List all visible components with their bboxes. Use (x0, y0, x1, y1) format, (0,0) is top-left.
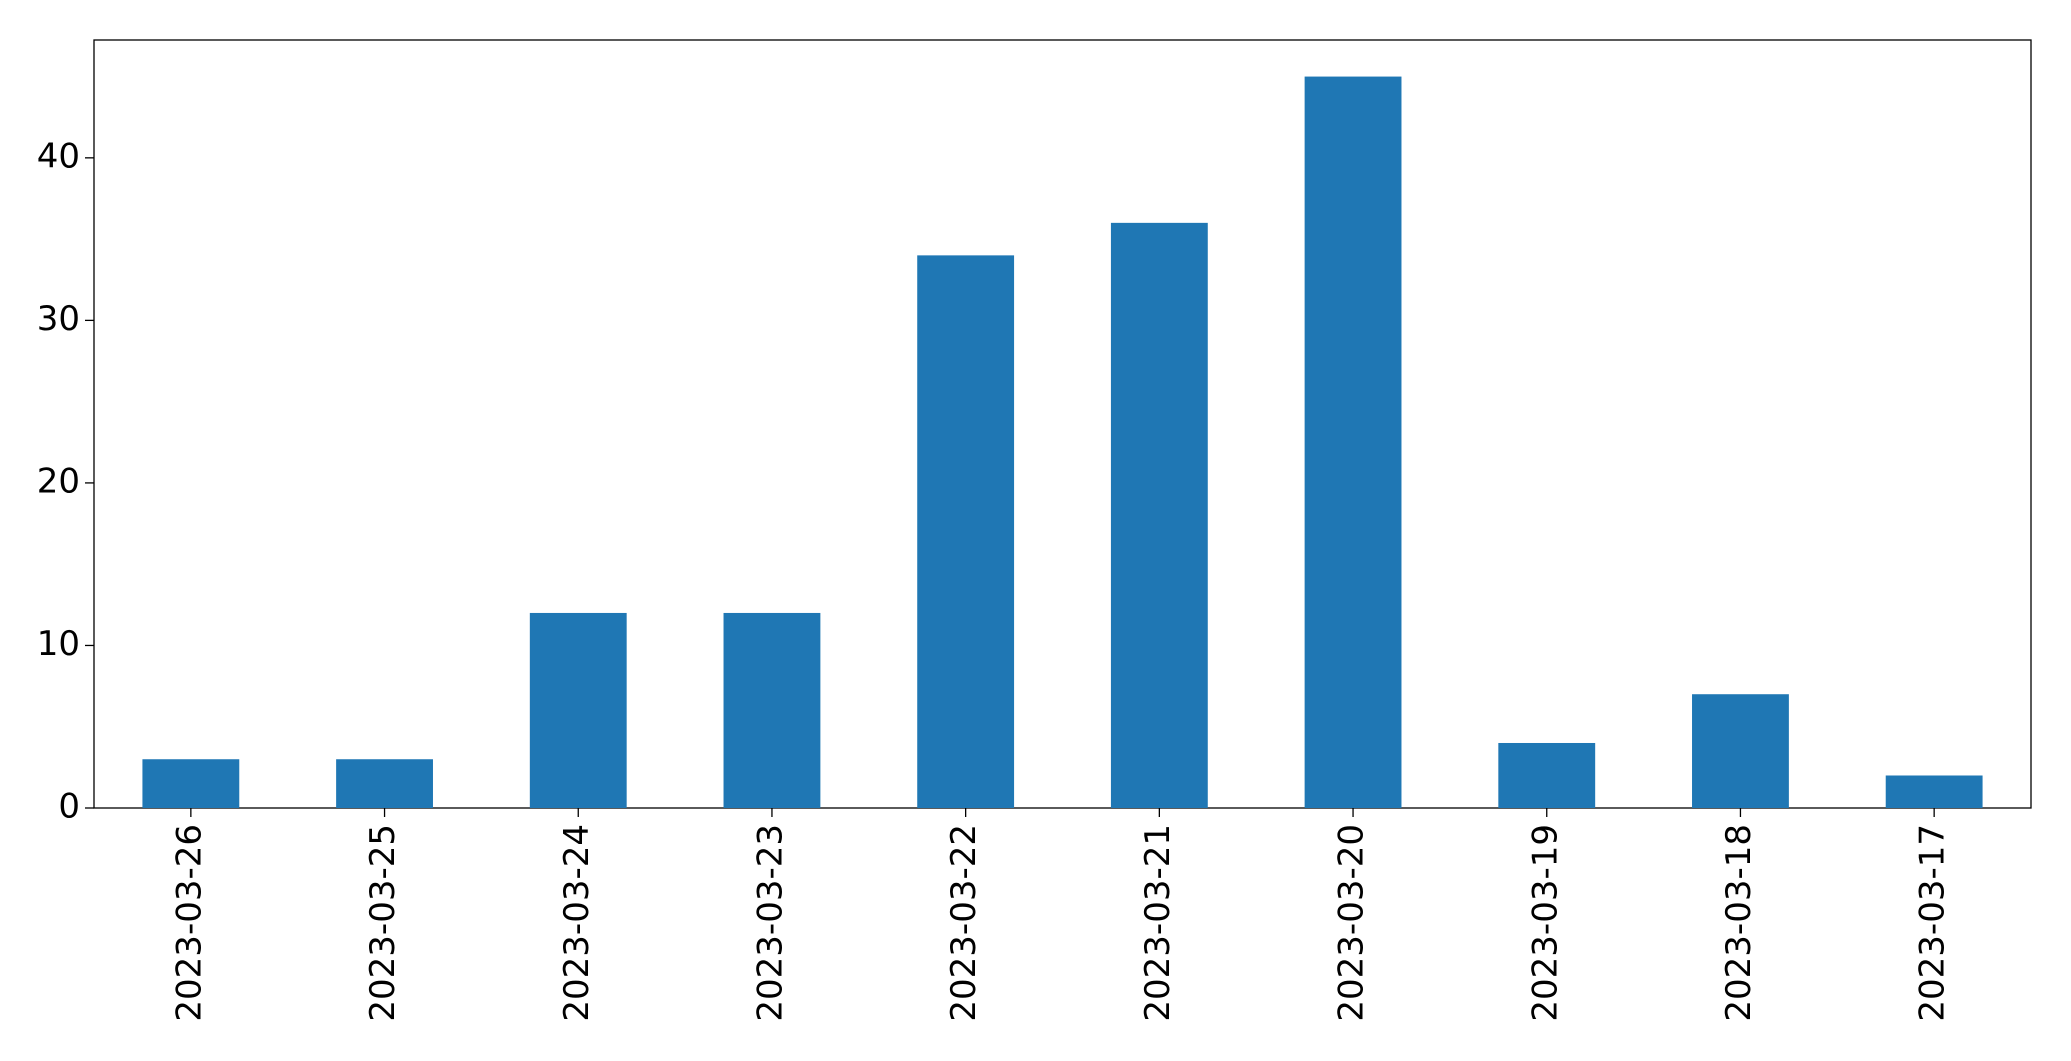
x-tick-label: 2023-03-24 (557, 824, 597, 1022)
bar (529, 612, 627, 808)
bar (1885, 775, 1983, 808)
y-tick-label: 20 (37, 461, 80, 501)
x-tick-label: 2023-03-21 (1138, 824, 1178, 1022)
bar (723, 612, 821, 808)
bar (142, 759, 240, 808)
x-tick-label: 2023-03-17 (1913, 824, 1953, 1022)
plot-frame (93, 39, 2032, 809)
x-tick-label: 2023-03-18 (1719, 824, 1759, 1022)
y-tick-label: 0 (58, 787, 80, 827)
bar (1692, 694, 1789, 808)
bar (1110, 222, 1208, 808)
x-tick-label: 2023-03-26 (169, 824, 209, 1022)
x-tick-label: 2023-03-20 (1332, 824, 1372, 1022)
x-tick-label: 2023-03-22 (944, 824, 984, 1022)
bar (917, 255, 1015, 808)
y-tick-label: 30 (37, 299, 80, 339)
bar (336, 759, 433, 808)
x-tick-label: 2023-03-25 (363, 824, 403, 1022)
x-tick-label: 2023-03-19 (1525, 824, 1565, 1022)
x-tick-label: 2023-03-23 (750, 824, 790, 1022)
bar (1498, 742, 1596, 808)
bar (1304, 76, 1402, 809)
y-tick-label: 10 (37, 624, 80, 664)
y-tick-label: 40 (37, 136, 80, 176)
